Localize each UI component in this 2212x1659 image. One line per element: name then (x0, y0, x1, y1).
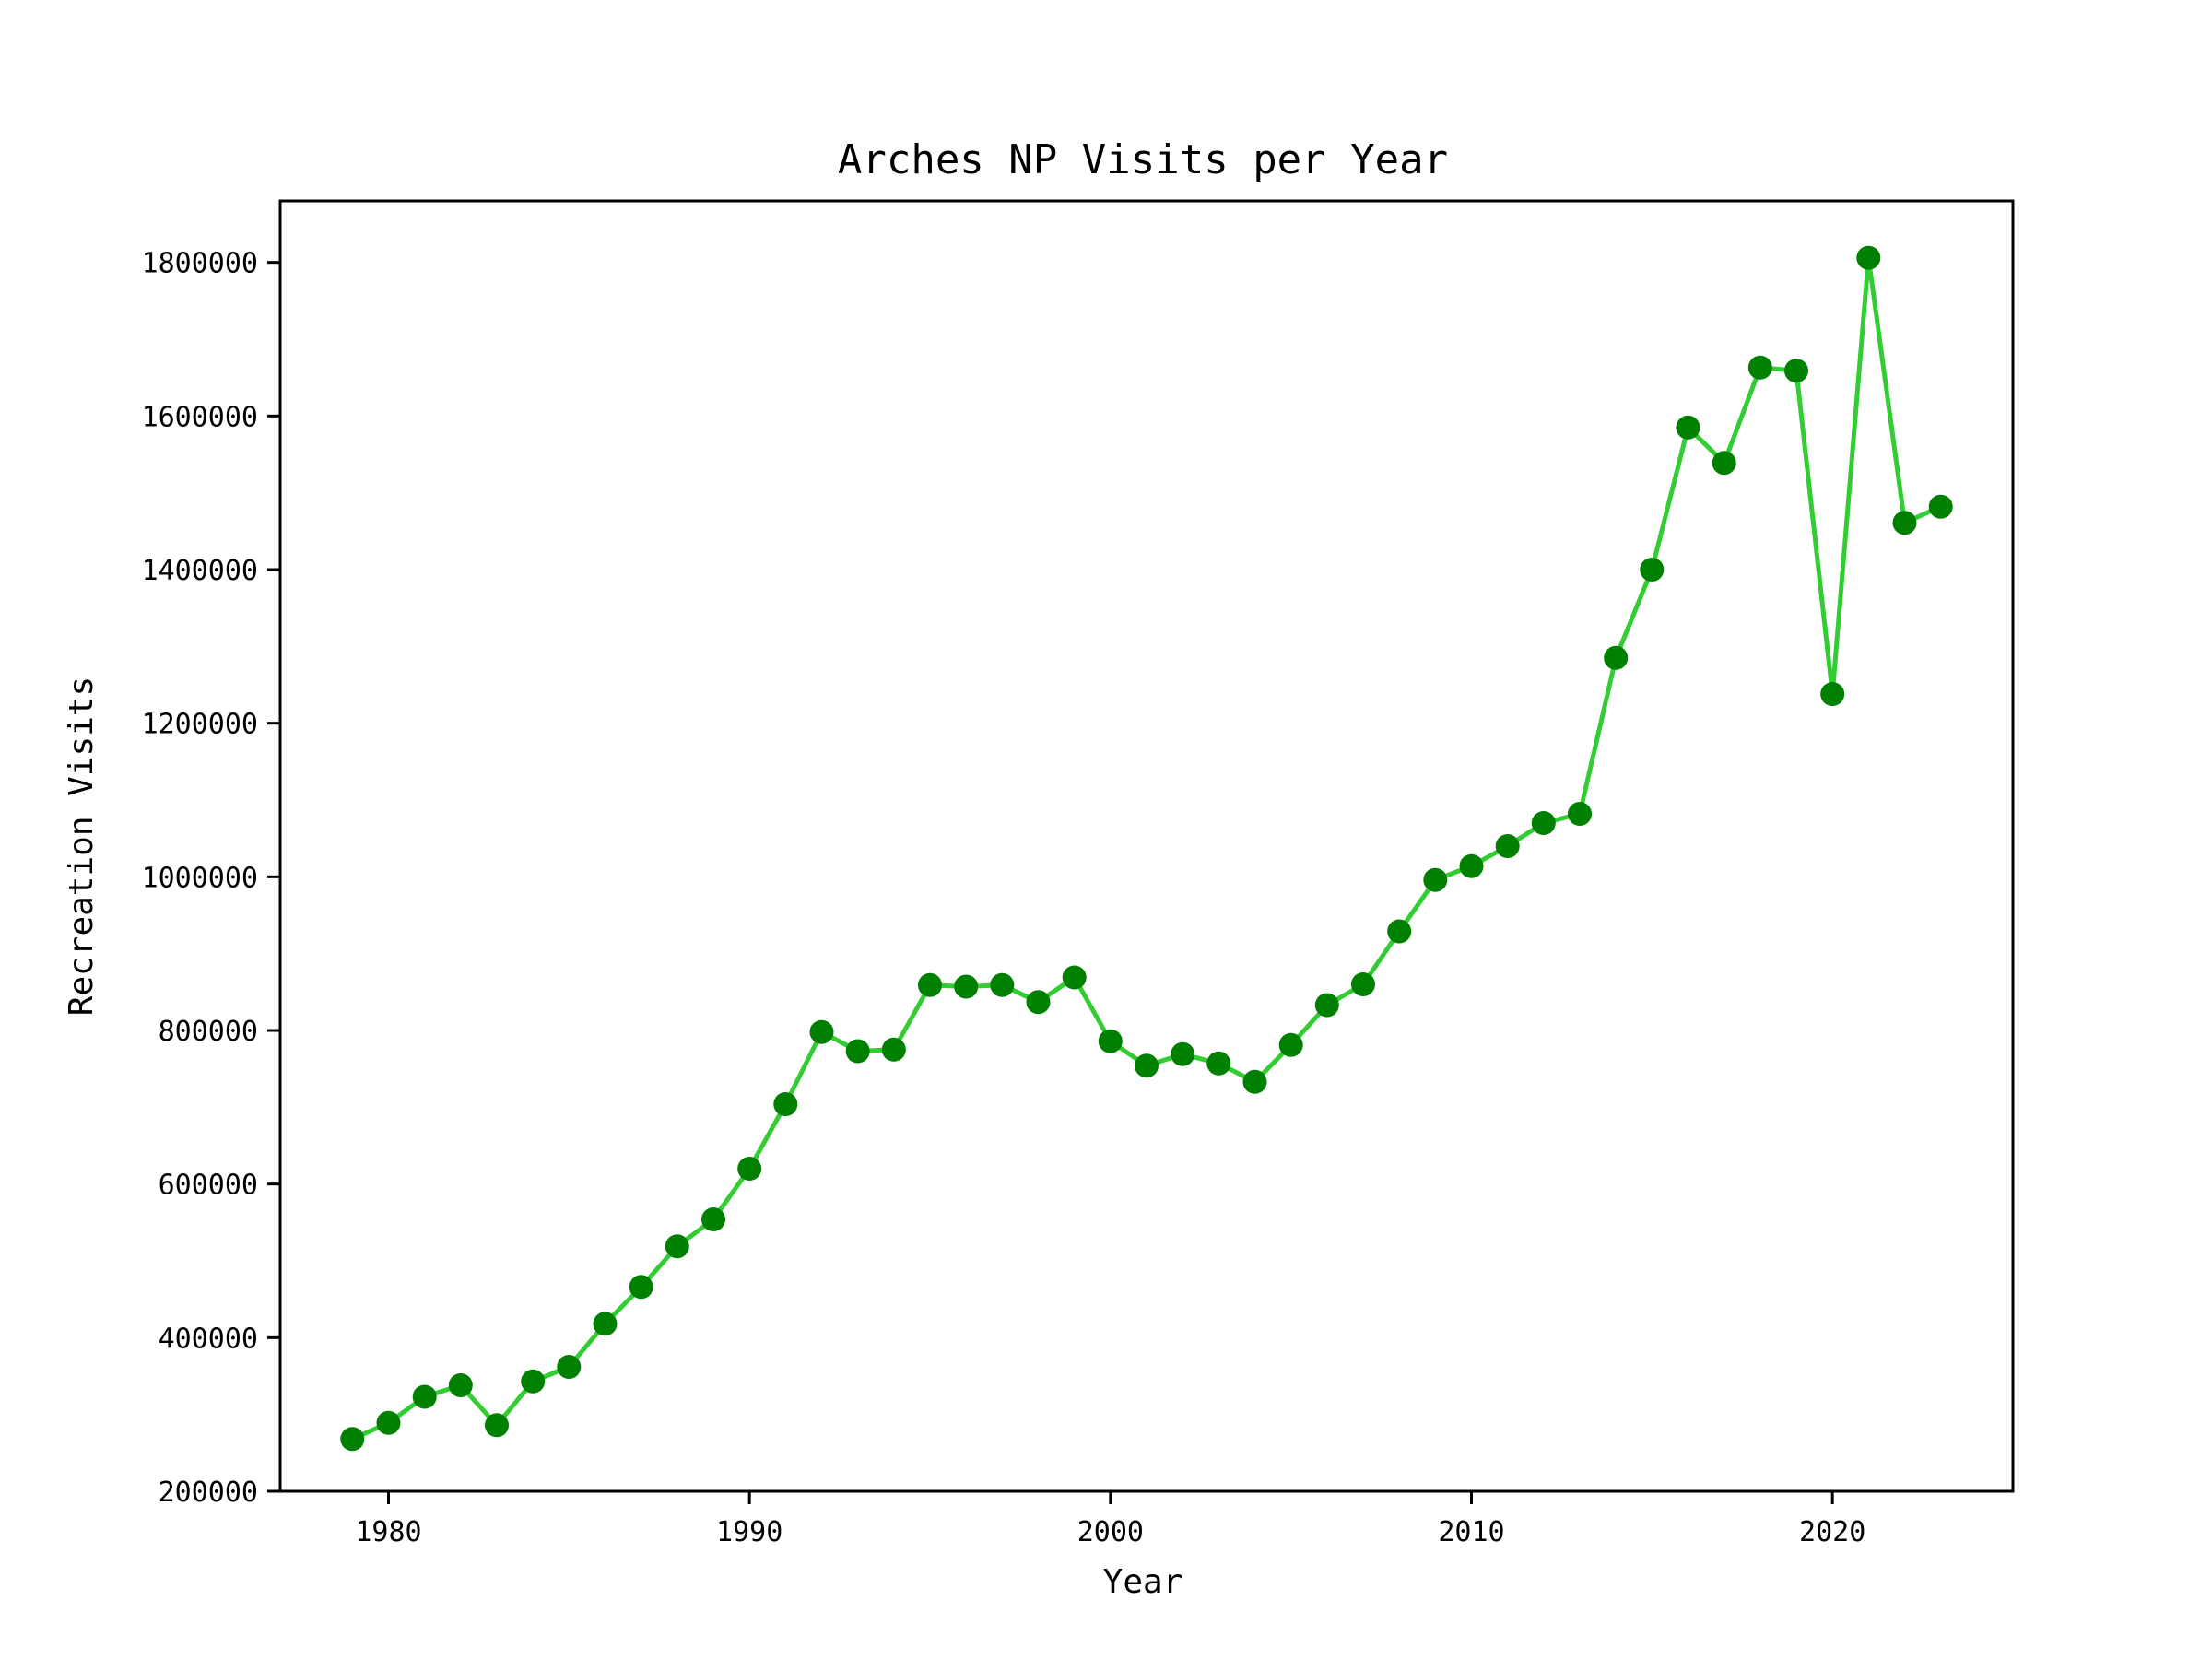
data-points (340, 245, 1953, 1452)
y-axis-label: Recreation Visits (63, 677, 100, 1016)
data-point (1784, 359, 1808, 383)
data-point (1098, 1029, 1123, 1053)
data-point (448, 1373, 473, 1397)
x-tick-label: 2010 (1438, 1516, 1504, 1548)
data-point (1423, 867, 1448, 892)
data-point (773, 1092, 798, 1116)
y-tick-label: 600000 (159, 1170, 258, 1202)
y-axis-ticks: 200000 400000 600000 800000 1000000 1200000 14… (142, 248, 280, 1509)
y-tick-label: 1800000 (142, 248, 258, 280)
data-point (665, 1234, 689, 1259)
data-point (1892, 511, 1917, 535)
data-point (629, 1275, 653, 1300)
data-point (845, 1039, 870, 1064)
data-point (1531, 811, 1556, 835)
data-point (1640, 558, 1665, 582)
data-point (485, 1413, 509, 1438)
x-tick-label: 2000 (1077, 1516, 1144, 1548)
data-point (1604, 645, 1629, 670)
data-point (1928, 494, 1953, 519)
data-point (1820, 682, 1845, 706)
data-point (737, 1157, 762, 1181)
data-point (340, 1427, 365, 1452)
data-point (990, 972, 1015, 997)
data-point (1459, 853, 1484, 878)
data-point (1351, 972, 1375, 996)
y-tick-label: 200000 (159, 1477, 258, 1509)
data-point (412, 1384, 437, 1409)
y-tick-label: 1400000 (142, 555, 258, 587)
data-point (1712, 451, 1736, 476)
data-point (1676, 415, 1700, 440)
data-point (809, 1019, 834, 1044)
data-point (1387, 919, 1412, 944)
data-point (593, 1312, 618, 1336)
data-point (1026, 990, 1051, 1015)
data-point (1278, 1032, 1303, 1057)
plot-area-frame (278, 199, 2015, 1493)
x-axis-label: Year (1103, 1563, 1183, 1601)
data-point (1062, 965, 1087, 990)
data-point (1747, 355, 1772, 380)
x-axis-ticks: 1980 1990 2000 2010 2020 (355, 1491, 1865, 1548)
y-tick-label: 400000 (159, 1323, 258, 1355)
data-point (521, 1369, 546, 1394)
data-point (1135, 1053, 1159, 1078)
y-tick-label: 800000 (159, 1016, 258, 1048)
y-tick-label: 1600000 (142, 401, 258, 433)
x-tick-label: 2020 (1799, 1516, 1865, 1548)
y-tick-label: 1200000 (142, 709, 258, 741)
data-point (557, 1355, 582, 1379)
data-point (1242, 1069, 1267, 1094)
data-point (881, 1037, 906, 1062)
data-point (1171, 1041, 1195, 1066)
data-point (1568, 802, 1592, 826)
data-point (376, 1410, 401, 1435)
data-point (1314, 993, 1339, 1018)
chart-title: Arches NP Visits per Year (838, 136, 1448, 183)
x-tick-label: 1990 (716, 1516, 782, 1548)
x-tick-label: 1980 (355, 1516, 421, 1548)
data-point (701, 1207, 725, 1231)
data-point (918, 972, 942, 997)
data-point (1206, 1051, 1231, 1076)
data-point (1495, 834, 1520, 858)
y-tick-label: 1000000 (142, 862, 258, 894)
data-point (954, 974, 979, 999)
data-point (1856, 245, 1881, 270)
